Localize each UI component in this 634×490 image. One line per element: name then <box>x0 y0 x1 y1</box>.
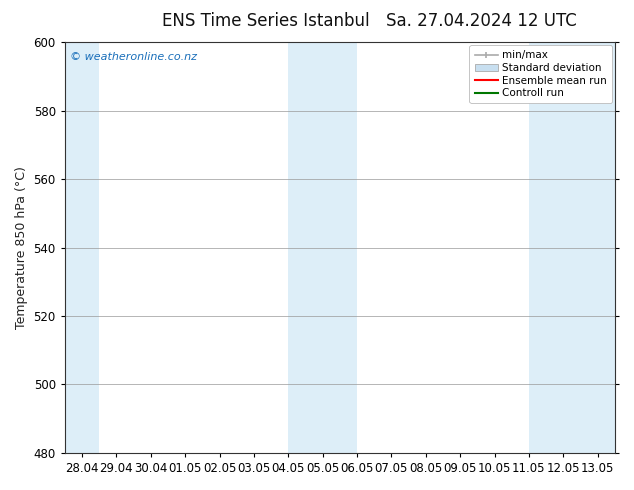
Bar <box>529 42 615 453</box>
Text: © weatheronline.co.nz: © weatheronline.co.nz <box>70 52 197 62</box>
Bar <box>288 42 357 453</box>
Y-axis label: Temperature 850 hPa (°C): Temperature 850 hPa (°C) <box>15 166 28 329</box>
Text: Sa. 27.04.2024 12 UTC: Sa. 27.04.2024 12 UTC <box>387 12 577 30</box>
Bar <box>65 42 99 453</box>
Text: ENS Time Series Istanbul: ENS Time Series Istanbul <box>162 12 370 30</box>
Legend: min/max, Standard deviation, Ensemble mean run, Controll run: min/max, Standard deviation, Ensemble me… <box>469 45 612 103</box>
